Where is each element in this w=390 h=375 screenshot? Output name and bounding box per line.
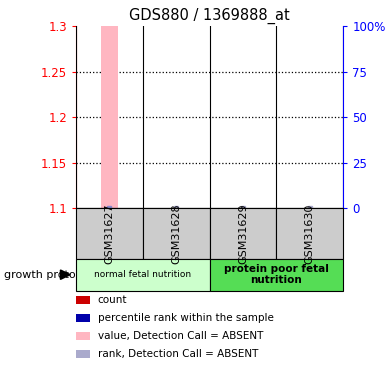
Text: GSM31629: GSM31629 <box>238 203 248 264</box>
Title: GDS880 / 1369888_at: GDS880 / 1369888_at <box>129 7 290 24</box>
Text: growth protocol: growth protocol <box>4 270 92 280</box>
Text: count: count <box>98 295 127 305</box>
Text: GSM31628: GSM31628 <box>171 203 181 264</box>
Text: rank, Detection Call = ABSENT: rank, Detection Call = ABSENT <box>98 349 258 359</box>
Text: percentile rank within the sample: percentile rank within the sample <box>98 313 273 323</box>
Text: GSM31630: GSM31630 <box>305 203 315 264</box>
Text: GSM31627: GSM31627 <box>105 203 114 264</box>
Text: value, Detection Call = ABSENT: value, Detection Call = ABSENT <box>98 331 263 341</box>
Text: normal fetal nutrition: normal fetal nutrition <box>94 270 191 279</box>
Bar <box>101 26 118 208</box>
Text: protein poor fetal
nutrition: protein poor fetal nutrition <box>224 264 329 285</box>
